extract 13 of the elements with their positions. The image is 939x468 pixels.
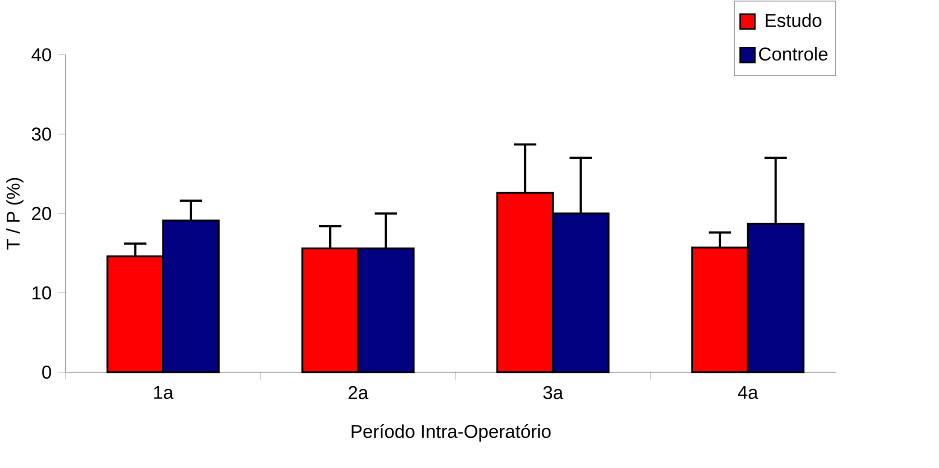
x-tick-label: 3a [543,386,564,400]
y-tick-label: 0 [42,366,52,379]
y-tick-label: 10 [32,286,52,300]
y-axis-title: T / P (%) [6,178,24,250]
x-tick-label: 1a [154,386,174,400]
legend-label: Estudo [766,14,822,28]
x-axis-title: Período Intra-Operatório [352,424,551,442]
legend-label: Controle [759,47,828,61]
x-tick-label: 2a [348,386,368,400]
x-tick-label: 4a [738,386,758,400]
y-tick-label: 40 [32,48,52,62]
y-tick-label: 30 [32,128,52,141]
y-tick-label: 20 [32,207,52,220]
